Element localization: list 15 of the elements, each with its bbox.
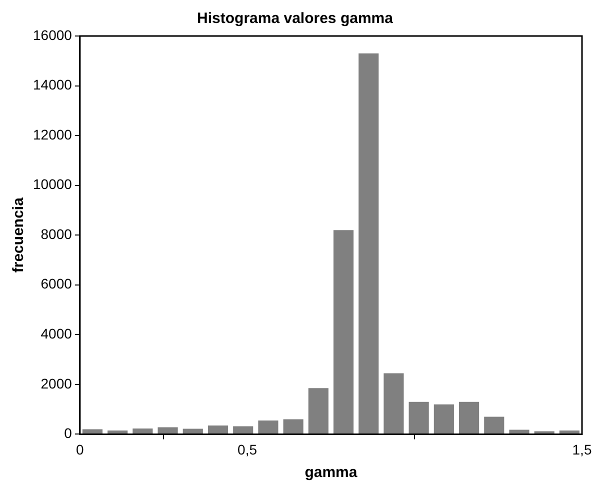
y-tick-label: 12000	[32, 126, 72, 142]
y-tick-label: 10000	[32, 176, 72, 192]
x-tick-label: 0	[76, 441, 84, 458]
y-tick-label: 6000	[40, 276, 72, 292]
x-axis-title: gamma	[304, 464, 358, 482]
y-tick-label: 14000	[32, 76, 72, 93]
y-axis-title: frecuencia	[10, 196, 28, 273]
y-tick-label: 8000	[40, 226, 72, 242]
chart-title: Histograma valores gamma	[197, 10, 394, 28]
y-tick-label: 16000	[32, 26, 72, 43]
y-tick-label: 2000	[40, 375, 72, 392]
x-tick-label: 1,5	[572, 441, 592, 458]
y-tick-label: 0	[64, 425, 72, 442]
x-tick-label: 0,5	[238, 441, 258, 458]
y-tick-label: 4000	[40, 326, 72, 342]
